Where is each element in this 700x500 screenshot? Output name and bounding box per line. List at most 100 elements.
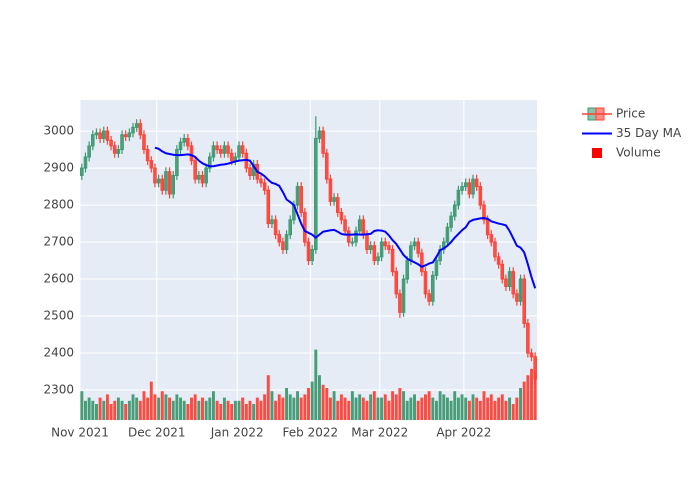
candle-body (346, 230, 351, 243)
y-tick-label: 2500 (43, 309, 74, 323)
candle-body (171, 174, 176, 195)
volume-bar (157, 397, 161, 420)
volume-bar (431, 397, 435, 420)
candle-body (208, 156, 212, 169)
volume-bar (307, 388, 310, 420)
volume-bar (526, 375, 530, 420)
volume-bar (266, 375, 270, 420)
candle-body (357, 219, 362, 232)
candle-body (175, 149, 179, 176)
volume-bar (299, 397, 303, 420)
y-tick-label: 2600 (43, 272, 74, 286)
volume-bar (153, 394, 157, 420)
candle-body (482, 204, 486, 221)
x-tick-label: Mar 2022 (351, 426, 408, 440)
candle-body (160, 178, 165, 191)
candle-body (229, 152, 234, 162)
volume-bar (142, 391, 146, 420)
candle-body (379, 241, 384, 258)
volume-bar (109, 404, 113, 420)
candle-body (109, 139, 113, 147)
candle-body (94, 132, 99, 136)
y-tick-label: 2700 (43, 235, 74, 249)
candle-body (507, 271, 512, 287)
volume-bar (211, 391, 215, 420)
volume-bar (522, 381, 526, 420)
candle-body (518, 278, 523, 302)
candle-body (376, 256, 380, 262)
volume-bar (405, 400, 409, 420)
volume-bar (424, 394, 427, 420)
volume-bar (387, 400, 391, 420)
candle-body (120, 134, 124, 151)
y-tick-label: 2300 (43, 383, 74, 397)
y-tick-label: 2400 (43, 346, 74, 360)
volume-bar (339, 394, 343, 420)
volume-bar (449, 400, 453, 420)
candle-body (387, 245, 391, 250)
volume-bar (358, 394, 362, 420)
volume-bar (354, 397, 358, 420)
candle-body (204, 167, 208, 184)
candle-body (383, 241, 388, 247)
volume-bar (197, 400, 201, 420)
candle-body (314, 137, 318, 250)
candle-body (409, 245, 413, 262)
volume-bar (332, 391, 336, 420)
candle-body (405, 260, 409, 280)
volume-bar (113, 400, 117, 420)
volume-bar (318, 375, 321, 420)
volume-bar (146, 397, 150, 420)
candle-body (471, 178, 475, 195)
volume-bar (149, 381, 153, 420)
volume-bar (343, 397, 347, 420)
candle-body (325, 152, 329, 180)
volume-bar (94, 404, 98, 420)
grid (79, 100, 537, 420)
candle-body (178, 141, 183, 151)
candle-body (463, 182, 468, 188)
candle-body (83, 156, 88, 169)
volume-bar (270, 391, 274, 420)
x-tick-label: Apr 2022 (436, 426, 491, 440)
candle-body (149, 160, 154, 169)
volume-bar (471, 394, 475, 420)
volume-bar (533, 372, 537, 420)
candle-body (240, 145, 245, 154)
candle-body (91, 134, 95, 147)
candle-body (504, 278, 508, 287)
candle-body (478, 186, 483, 206)
volume-bar (127, 400, 131, 420)
volume-bar (219, 404, 223, 420)
candle-body (189, 145, 194, 162)
volume-bar (350, 391, 354, 420)
volume-bar (500, 394, 504, 420)
volume-bar (438, 391, 442, 420)
candle-body (164, 171, 168, 191)
volume-bar (292, 397, 296, 420)
volume-bar (460, 394, 464, 420)
candle-body (131, 126, 135, 134)
x-tick-label: Dec 2021 (128, 426, 186, 440)
volume-bar (409, 397, 413, 420)
candle-body (248, 167, 252, 176)
candle-body (412, 241, 417, 247)
candle-body (511, 271, 516, 295)
candle-body (200, 174, 205, 184)
volume-bar (175, 394, 179, 420)
candle-body (87, 145, 91, 158)
volume-bar (508, 397, 512, 420)
candle-body (295, 186, 300, 206)
candle-body (321, 130, 325, 154)
volume-bar (248, 400, 252, 420)
candle-body (467, 182, 472, 195)
candle-body (112, 145, 117, 154)
candle-body (222, 145, 227, 154)
candle-body (266, 189, 271, 225)
volume-bar (515, 397, 519, 420)
candle-body (138, 123, 143, 136)
volume-bar (288, 394, 292, 420)
volume-bar (259, 400, 263, 420)
candle-body (354, 230, 358, 243)
volume-bar (274, 400, 278, 420)
